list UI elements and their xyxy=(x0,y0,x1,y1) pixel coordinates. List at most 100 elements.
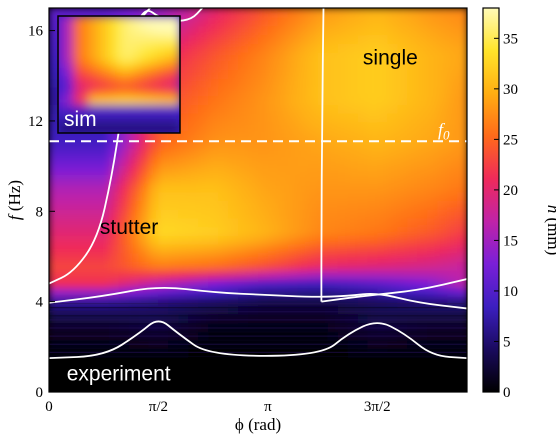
heatmap-cell xyxy=(347,322,359,332)
heatmap-cell xyxy=(168,200,180,210)
heatmap-cell xyxy=(327,112,339,123)
inset-cell xyxy=(149,59,159,69)
heatmap-cell xyxy=(287,252,299,263)
heatmap-cell xyxy=(407,313,419,324)
heatmap-cell xyxy=(68,217,80,228)
heatmap-cell xyxy=(417,365,429,376)
heatmap-cell xyxy=(248,261,259,271)
inset-cell xyxy=(65,30,75,39)
heatmap-cell xyxy=(397,200,409,210)
heatmap-cell xyxy=(138,226,150,236)
region-label-experiment: experiment xyxy=(67,363,171,386)
heatmap-cell xyxy=(357,16,369,27)
heatmap-cell xyxy=(407,121,419,132)
heatmap-cell xyxy=(327,51,339,62)
heatmap-cell xyxy=(387,112,399,123)
heatmap-cell xyxy=(228,226,240,236)
heatmap-cell xyxy=(158,357,170,367)
inset-cell xyxy=(141,81,151,91)
inset-cell xyxy=(126,96,136,105)
heatmap-cell xyxy=(307,252,319,263)
heatmap-cell xyxy=(337,147,349,158)
heatmap-cell xyxy=(78,156,90,167)
heatmap-cell xyxy=(387,261,399,271)
y-tick-label: 8 xyxy=(36,204,44,220)
heatmap-cell xyxy=(58,182,70,193)
heatmap-cell xyxy=(68,252,80,263)
inset-cell xyxy=(111,81,120,91)
heatmap-cell xyxy=(337,208,349,219)
heatmap-cell xyxy=(447,226,459,236)
heatmap-cell xyxy=(397,51,409,62)
inset-cell xyxy=(73,67,82,76)
heatmap-cell xyxy=(238,296,250,306)
heatmap-cell xyxy=(347,296,359,306)
heatmap-cell xyxy=(367,217,379,228)
heatmap-cell xyxy=(327,348,339,359)
heatmap-cell xyxy=(58,348,70,359)
heatmap-cell xyxy=(198,25,210,36)
inset-cell xyxy=(164,125,174,133)
heatmap-cell xyxy=(198,182,210,193)
heatmap-cell xyxy=(267,130,279,140)
inset-cell xyxy=(119,30,128,39)
heatmap-cell xyxy=(327,217,339,228)
heatmap-cell xyxy=(228,8,240,18)
heatmap-cell xyxy=(267,191,279,201)
heatmap-cell xyxy=(258,261,269,271)
heatmap-cell xyxy=(457,269,467,280)
inset-cell xyxy=(141,52,151,61)
inset-cell xyxy=(149,96,159,105)
heatmap-cell xyxy=(148,138,160,149)
heatmap-cell xyxy=(267,16,279,27)
heatmap-cell xyxy=(397,77,409,88)
heatmap-cell xyxy=(267,86,279,97)
heatmap-cell xyxy=(337,269,349,280)
inset-cell xyxy=(65,23,75,32)
heatmap-cell xyxy=(238,34,250,44)
heatmap-cell xyxy=(178,226,190,236)
inset-cell xyxy=(126,81,136,91)
heatmap-cell xyxy=(417,287,429,297)
inset-cell xyxy=(103,45,113,54)
heatmap-cell xyxy=(258,269,269,280)
heatmap-cell xyxy=(417,200,429,210)
heatmap-cell xyxy=(447,147,459,158)
heatmap-cell xyxy=(287,34,299,44)
heatmap-cell xyxy=(417,173,429,184)
heatmap-cell xyxy=(58,269,70,280)
inset-cell xyxy=(88,52,98,61)
heatmap-cell xyxy=(337,25,349,36)
heatmap-cell xyxy=(49,217,60,228)
inset-cell xyxy=(119,16,128,25)
inset-frame xyxy=(57,15,181,134)
heatmap-cell xyxy=(98,365,110,376)
heatmap-cell xyxy=(327,138,339,149)
heatmap-cell xyxy=(238,51,250,62)
heatmap-cell xyxy=(138,374,150,385)
heatmap-cell xyxy=(287,191,299,201)
heatmap-cell xyxy=(158,348,170,359)
heatmap-cell xyxy=(347,234,359,245)
heatmap-cell xyxy=(377,182,389,193)
heatmap-cell xyxy=(248,42,259,53)
inset-cell xyxy=(88,81,98,91)
heatmap-cell xyxy=(49,252,60,263)
heatmap-cell xyxy=(118,322,130,332)
heatmap-cell xyxy=(437,104,449,114)
heatmap-cell xyxy=(248,287,259,297)
heatmap-cell xyxy=(68,261,80,271)
heatmap-cell xyxy=(198,77,210,88)
inset-cell xyxy=(96,30,105,39)
inset-cell xyxy=(58,118,67,127)
heatmap-cell xyxy=(58,383,70,392)
heatmap-cell xyxy=(417,261,429,271)
heatmap-cell xyxy=(327,182,339,193)
inset-cell xyxy=(88,45,98,54)
inset-cell xyxy=(58,23,67,32)
inset-cell xyxy=(96,74,105,83)
heatmap-cell xyxy=(238,112,250,123)
heatmap-cell xyxy=(208,217,220,228)
heatmap-cell xyxy=(208,348,220,359)
